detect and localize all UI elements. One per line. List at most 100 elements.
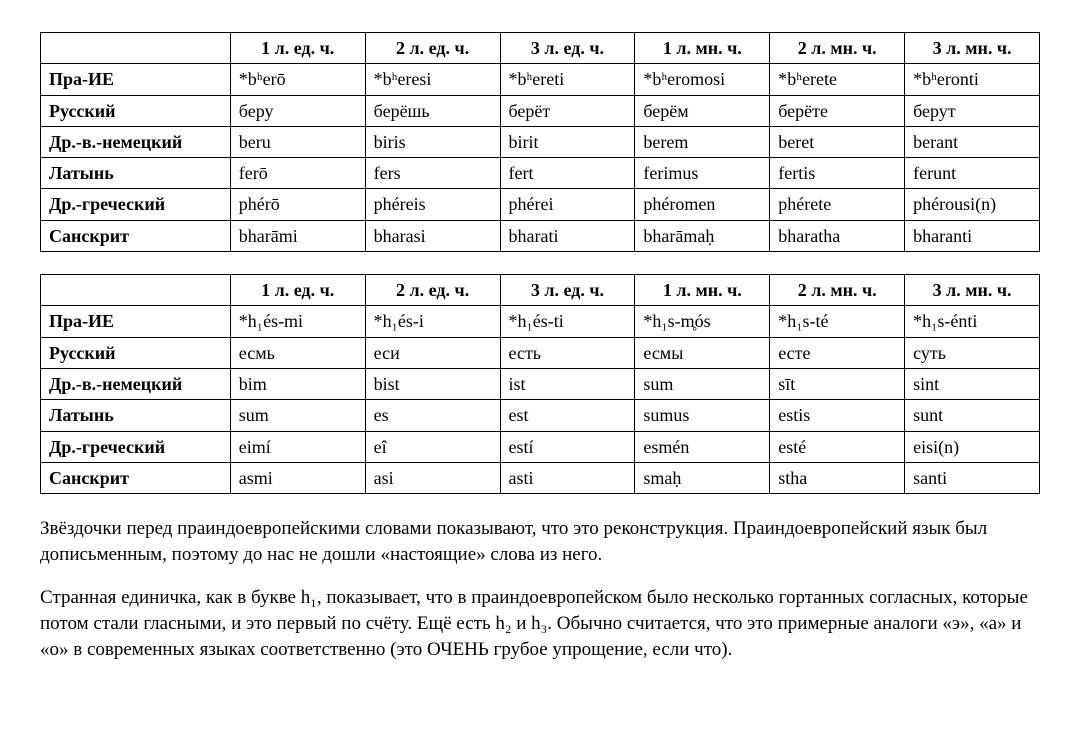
cell: *h₁s-té	[770, 306, 905, 337]
cell: sum	[230, 400, 365, 431]
col-header: 3 л. ед. ч.	[500, 275, 635, 306]
cell: esté	[770, 431, 905, 462]
row-header-cell: Латынь	[41, 400, 231, 431]
row-header-cell: Др.-в.-немецкий	[41, 126, 231, 157]
cell: *h₁s-énti	[905, 306, 1040, 337]
table-row: Русский есмь еси есть есмы есте суть	[41, 337, 1040, 368]
cell: sint	[905, 368, 1040, 399]
cell: *bʰerete	[770, 64, 905, 95]
row-header-cell: Пра-ИЕ	[41, 64, 231, 95]
cell: estí	[500, 431, 635, 462]
cell: bharāmi	[230, 220, 365, 251]
cell: esmén	[635, 431, 770, 462]
cell: estis	[770, 400, 905, 431]
cell: bharatha	[770, 220, 905, 251]
cell: *bʰereti	[500, 64, 635, 95]
row-header-cell: Русский	[41, 95, 231, 126]
cell: bharanti	[905, 220, 1040, 251]
cell: *bʰerō	[230, 64, 365, 95]
cell: phérete	[770, 189, 905, 220]
cell: santi	[905, 462, 1040, 493]
cell: fert	[500, 158, 635, 189]
cell: bharasi	[365, 220, 500, 251]
col-header	[41, 275, 231, 306]
cell: еси	[365, 337, 500, 368]
col-header: 1 л. мн. ч.	[635, 33, 770, 64]
cell: ist	[500, 368, 635, 399]
col-header: 1 л. мн. ч.	[635, 275, 770, 306]
cell: есть	[500, 337, 635, 368]
col-header: 2 л. ед. ч.	[365, 275, 500, 306]
cell: phéreis	[365, 189, 500, 220]
cell: phérei	[500, 189, 635, 220]
table-row: Санскрит asmi asi asti smaḥ stha santi	[41, 462, 1040, 493]
cell: берёте	[770, 95, 905, 126]
cell: sīt	[770, 368, 905, 399]
cell: *h₁és-mi	[230, 306, 365, 337]
conjugation-table-1: 1 л. ед. ч. 2 л. ед. ч. 3 л. ед. ч. 1 л.…	[40, 32, 1040, 252]
row-header-cell: Латынь	[41, 158, 231, 189]
cell: sumus	[635, 400, 770, 431]
cell: sunt	[905, 400, 1040, 431]
paragraph-asterisk-note: Звёздочки перед праиндоевропейскими слов…	[40, 516, 1040, 567]
cell: берёшь	[365, 95, 500, 126]
col-header: 1 л. ед. ч.	[230, 275, 365, 306]
col-header	[41, 33, 231, 64]
table-row: Латынь sum es est sumus estis sunt	[41, 400, 1040, 431]
cell: есте	[770, 337, 905, 368]
cell: est	[500, 400, 635, 431]
cell: sum	[635, 368, 770, 399]
table-header-row: 1 л. ед. ч. 2 л. ед. ч. 3 л. ед. ч. 1 л.…	[41, 33, 1040, 64]
table-header-row: 1 л. ед. ч. 2 л. ед. ч. 3 л. ед. ч. 1 л.…	[41, 275, 1040, 306]
cell: *bʰeresi	[365, 64, 500, 95]
cell: bist	[365, 368, 500, 399]
cell: stha	[770, 462, 905, 493]
cell: birit	[500, 126, 635, 157]
cell: phérō	[230, 189, 365, 220]
cell: fers	[365, 158, 500, 189]
cell: есмы	[635, 337, 770, 368]
row-header-cell: Санскрит	[41, 462, 231, 493]
cell: *h₁és-i	[365, 306, 500, 337]
col-header: 2 л. мн. ч.	[770, 275, 905, 306]
table-row: Др.-греческий eimí eî estí esmén esté ei…	[41, 431, 1040, 462]
row-header-cell: Русский	[41, 337, 231, 368]
cell: beret	[770, 126, 905, 157]
cell: есмь	[230, 337, 365, 368]
cell: eisi(n)	[905, 431, 1040, 462]
cell: eimí	[230, 431, 365, 462]
cell: берёт	[500, 95, 635, 126]
cell: *h₁s-m̥ós	[635, 306, 770, 337]
cell: berem	[635, 126, 770, 157]
table-row: Др.-в.-немецкий bim bist ist sum sīt sin…	[41, 368, 1040, 399]
cell: ferimus	[635, 158, 770, 189]
cell: bim	[230, 368, 365, 399]
row-header-cell: Др.-греческий	[41, 431, 231, 462]
paragraph-laryngeal-note: Странная единичка, как в букве h₁, показ…	[40, 585, 1040, 662]
table-row: Русский беру берёшь берёт берём берёте б…	[41, 95, 1040, 126]
col-header: 3 л. ед. ч.	[500, 33, 635, 64]
cell: smaḥ	[635, 462, 770, 493]
cell: беру	[230, 95, 365, 126]
cell: eî	[365, 431, 500, 462]
cell: *bʰeronti	[905, 64, 1040, 95]
table-row: Латынь ferō fers fert ferimus fertis fer…	[41, 158, 1040, 189]
cell: beru	[230, 126, 365, 157]
col-header: 3 л. мн. ч.	[905, 33, 1040, 64]
cell: berant	[905, 126, 1040, 157]
col-header: 2 л. ед. ч.	[365, 33, 500, 64]
table-row: Др.-греческий phérō phéreis phérei phéro…	[41, 189, 1040, 220]
table-row: Пра-ИЕ *h₁és-mi *h₁és-i *h₁és-ti *h₁s-m̥…	[41, 306, 1040, 337]
cell: bharāmaḥ	[635, 220, 770, 251]
row-header-cell: Пра-ИЕ	[41, 306, 231, 337]
cell: берут	[905, 95, 1040, 126]
cell: es	[365, 400, 500, 431]
cell: суть	[905, 337, 1040, 368]
cell: bharati	[500, 220, 635, 251]
cell: *h₁és-ti	[500, 306, 635, 337]
cell: ferō	[230, 158, 365, 189]
table-row: Санскрит bharāmi bharasi bharati bharāma…	[41, 220, 1040, 251]
col-header: 1 л. ед. ч.	[230, 33, 365, 64]
cell: asti	[500, 462, 635, 493]
cell: *bʰeromosi	[635, 64, 770, 95]
